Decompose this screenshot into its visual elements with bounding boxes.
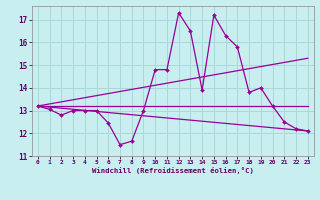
X-axis label: Windchill (Refroidissement éolien,°C): Windchill (Refroidissement éolien,°C) [92,167,254,174]
